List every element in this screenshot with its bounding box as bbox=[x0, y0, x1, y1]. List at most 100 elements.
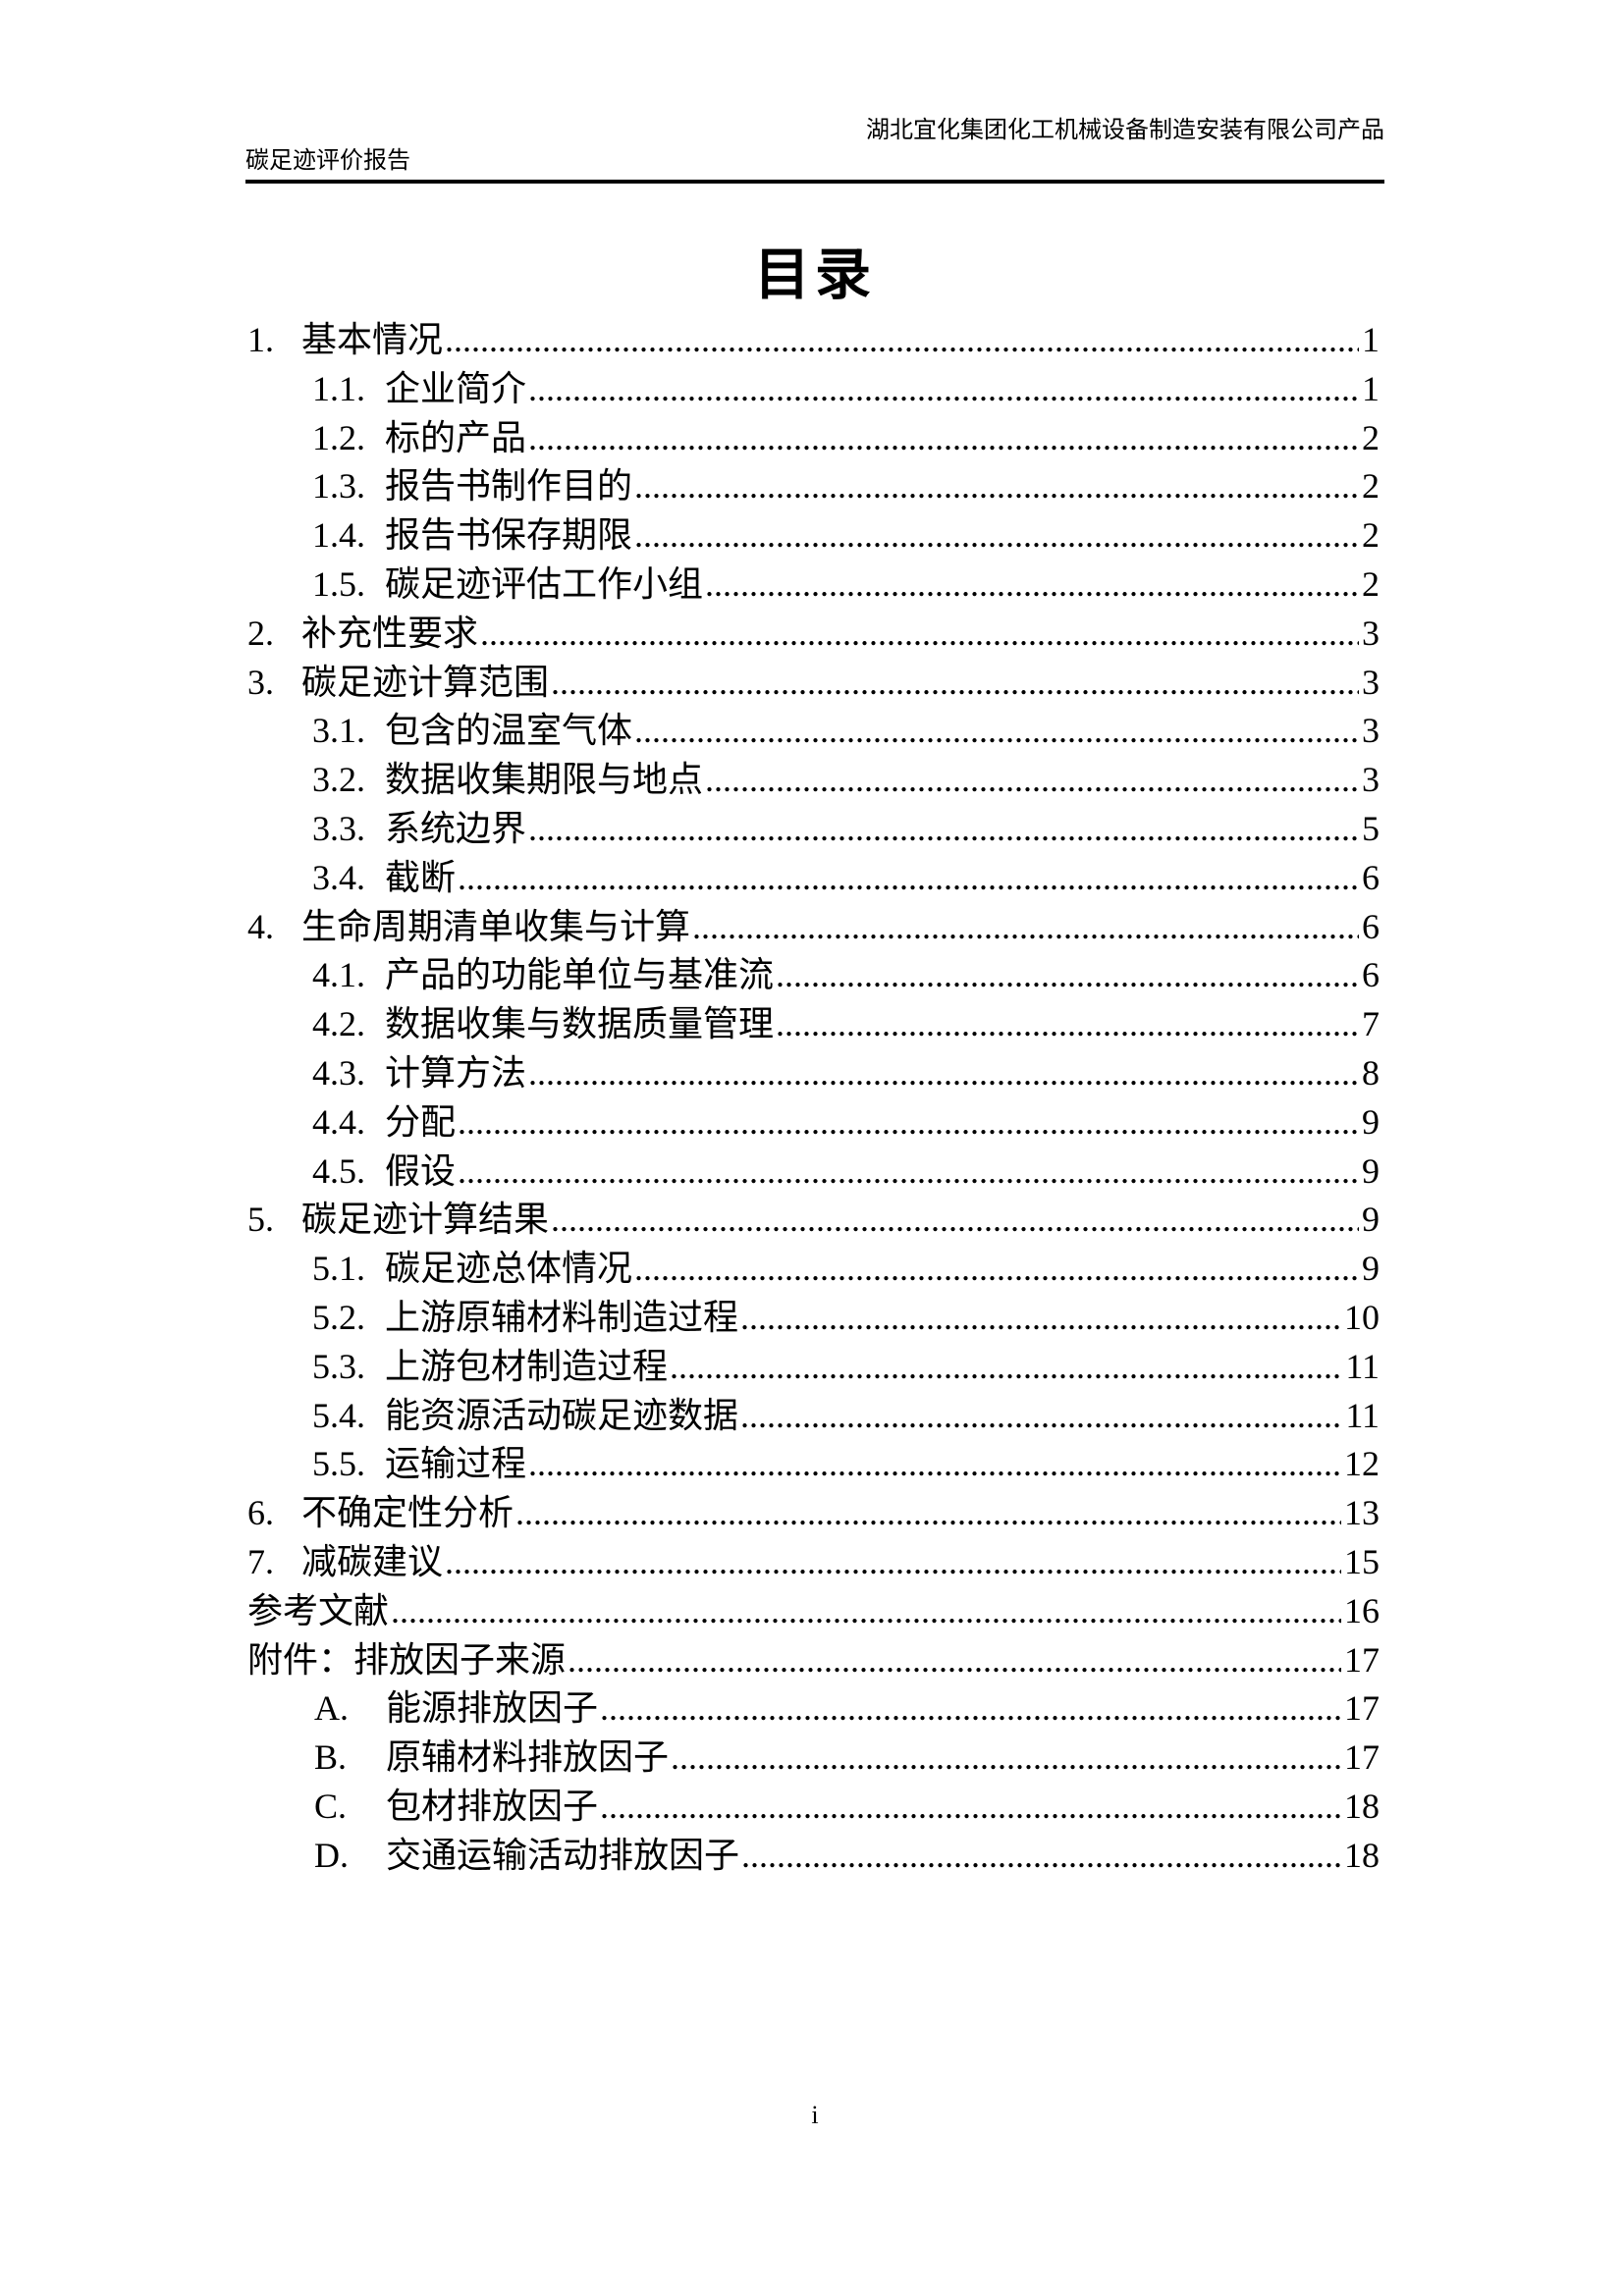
toc-entry-page: 18 bbox=[1344, 1835, 1380, 1875]
toc-dot-leader: ........................................… bbox=[515, 1493, 1341, 1533]
toc-dot-leader: ........................................… bbox=[528, 368, 1359, 408]
toc-entry-label: 假设 bbox=[385, 1150, 457, 1191]
toc-entry-number: 5.1. bbox=[312, 1249, 365, 1289]
toc-entry-label: 标的产品 bbox=[385, 417, 527, 457]
toc-dot-leader: ........................................… bbox=[600, 1786, 1341, 1826]
toc-dot-leader: ........................................… bbox=[776, 955, 1359, 995]
toc-entry-number: 4.4. bbox=[312, 1101, 365, 1142]
toc-dot-leader: ........................................… bbox=[634, 466, 1359, 507]
toc-entry: 3.4. 截断..................................… bbox=[245, 854, 1384, 903]
toc-entry-label: 不确定性分析 bbox=[301, 1493, 514, 1533]
header-divider-rule bbox=[245, 180, 1384, 184]
toc-entry-number: 4.3. bbox=[312, 1052, 365, 1093]
toc-dot-leader: ........................................… bbox=[634, 711, 1359, 751]
toc-dot-leader: ........................................… bbox=[740, 1395, 1342, 1435]
footer-page-number: i bbox=[811, 2101, 819, 2129]
toc-dot-leader: ........................................… bbox=[568, 1639, 1341, 1680]
toc-entry: 1.5. 碳足迹评估工作小组...........................… bbox=[245, 561, 1384, 610]
toc-entry-page: 1 bbox=[1362, 368, 1380, 408]
toc-entry: 4.2. 数据收集与数据质量管理.........................… bbox=[245, 1000, 1384, 1049]
toc-dot-leader: ........................................… bbox=[741, 1835, 1341, 1875]
toc-entry-label: 截断 bbox=[385, 857, 457, 897]
toc-entry-label: 报告书保存期限 bbox=[385, 515, 633, 556]
toc-dot-leader: ........................................… bbox=[634, 515, 1359, 556]
toc-entry: 5.5. 运输过程................................… bbox=[245, 1440, 1384, 1489]
toc-entry-label: 数据收集与数据质量管理 bbox=[385, 1004, 775, 1044]
toc-entry-label: 碳足迹评估工作小组 bbox=[385, 563, 704, 604]
toc-entry-label: 减碳建议 bbox=[301, 1541, 444, 1581]
toc-entry-page: 9 bbox=[1362, 1101, 1380, 1142]
toc-entry-page: 17 bbox=[1344, 1737, 1380, 1778]
toc-entry-label: 补充性要求 bbox=[301, 613, 479, 653]
toc-dot-leader: ........................................… bbox=[692, 906, 1359, 946]
toc-dot-leader: ........................................… bbox=[458, 1150, 1359, 1191]
toc-entry: 4.4. 分配..................................… bbox=[245, 1098, 1384, 1148]
toc-entry-page: 13 bbox=[1344, 1493, 1380, 1533]
toc-entry-page: 3 bbox=[1362, 662, 1380, 702]
toc-entry: 附件：排放因子来源...............................… bbox=[245, 1636, 1384, 1685]
toc-entry-number: 1.3. bbox=[312, 466, 365, 507]
toc-entry-page: 9 bbox=[1362, 1150, 1380, 1191]
toc-entry: 7. 减碳建议..................................… bbox=[245, 1538, 1384, 1587]
toc-entry-label: 原辅材料排放因子 bbox=[386, 1737, 670, 1778]
toc-entry-label: 运输过程 bbox=[385, 1444, 527, 1484]
toc-dot-leader: ........................................… bbox=[458, 857, 1359, 897]
toc-dot-leader: ........................................… bbox=[445, 320, 1359, 359]
toc-entry-label: 产品的功能单位与基准流 bbox=[385, 955, 775, 995]
toc-dot-leader: ........................................… bbox=[740, 1297, 1341, 1337]
toc-entry: C. 包材排放因子................................… bbox=[245, 1783, 1384, 1832]
toc-entry: 5.1. 碳足迹总体情况.............................… bbox=[245, 1245, 1384, 1294]
toc-entry-label: 能源排放因子 bbox=[386, 1688, 599, 1729]
toc-dot-leader: ........................................… bbox=[528, 417, 1359, 457]
toc-entry-number: 4.5. bbox=[312, 1150, 365, 1191]
toc-entry-page: 17 bbox=[1344, 1639, 1380, 1680]
toc-entry-number: 3.3. bbox=[312, 808, 365, 848]
toc-entry-number: 1.5. bbox=[312, 563, 365, 604]
toc-entry: 6. 不确定性分析................................… bbox=[245, 1489, 1384, 1538]
toc-entry-page: 8 bbox=[1362, 1052, 1380, 1093]
toc-entry-page: 3 bbox=[1362, 613, 1380, 653]
toc-entry-label: 上游原辅材料制造过程 bbox=[385, 1297, 739, 1337]
toc-entry: 5.2. 上游原辅材料制造过程..........................… bbox=[245, 1294, 1384, 1343]
toc-entry-number: 4. bbox=[247, 906, 274, 946]
toc-entry-page: 18 bbox=[1344, 1786, 1380, 1826]
toc-dot-leader: ........................................… bbox=[528, 808, 1359, 848]
toc-entry-page: 6 bbox=[1362, 906, 1380, 946]
toc-entry-page: 9 bbox=[1362, 1200, 1380, 1240]
toc-dot-leader: ........................................… bbox=[671, 1737, 1341, 1778]
toc-entry-label: 上游包材制造过程 bbox=[385, 1346, 669, 1386]
toc-entry-number: 5. bbox=[247, 1200, 274, 1240]
toc-entry-number: 5.5. bbox=[312, 1444, 365, 1484]
toc-entry-label: 能资源活动碳足迹数据 bbox=[385, 1395, 739, 1435]
toc-entry: 3.2. 数据收集期限与地点...........................… bbox=[245, 756, 1384, 805]
toc-entry-number: 6. bbox=[247, 1493, 274, 1533]
toc-entry-label: 数据收集期限与地点 bbox=[385, 760, 704, 800]
toc-entry: 5.3. 上游包材制造过程............................… bbox=[245, 1343, 1384, 1392]
toc-entry: 3.3. 系统边界................................… bbox=[245, 805, 1384, 854]
toc-entry-number: D. bbox=[314, 1835, 349, 1875]
toc-entry: 4.1. 产品的功能单位与基准流.........................… bbox=[245, 951, 1384, 1000]
toc-entry-page: 2 bbox=[1362, 563, 1380, 604]
header-company-product: 湖北宜化集团化工机械设备制造安装有限公司产品 bbox=[866, 118, 1384, 143]
toc-entry: 1.4. 报告书保存期限.............................… bbox=[245, 511, 1384, 561]
toc-dot-leader: ........................................… bbox=[705, 760, 1359, 800]
toc-entry-label: 包材排放因子 bbox=[386, 1786, 599, 1826]
toc-dot-leader: ........................................… bbox=[551, 662, 1359, 702]
toc-entry: 1.2. 标的产品................................… bbox=[245, 414, 1384, 463]
toc-entry: 4. 生命周期清单收集与计算...........................… bbox=[245, 903, 1384, 952]
toc-dot-leader: ........................................… bbox=[551, 1200, 1359, 1240]
toc-entry: 3. 碳足迹计算范围...............................… bbox=[245, 659, 1384, 708]
toc-entry-number: 1.4. bbox=[312, 515, 365, 556]
toc-dot-leader: ........................................… bbox=[634, 1249, 1359, 1289]
toc-entry-page: 10 bbox=[1344, 1297, 1380, 1337]
toc-entry-number: 4.1. bbox=[312, 955, 365, 995]
toc-entry-page: 5 bbox=[1362, 808, 1380, 848]
toc-dot-leader: ........................................… bbox=[480, 613, 1359, 653]
toc-entry-page: 2 bbox=[1362, 417, 1380, 457]
toc-dot-leader: ........................................… bbox=[391, 1590, 1341, 1630]
toc-entry-number: A. bbox=[314, 1688, 349, 1729]
page-title: 目录 bbox=[754, 244, 876, 306]
toc-entry-page: 16 bbox=[1344, 1590, 1380, 1630]
toc-entry-number: 1.1. bbox=[312, 368, 365, 408]
